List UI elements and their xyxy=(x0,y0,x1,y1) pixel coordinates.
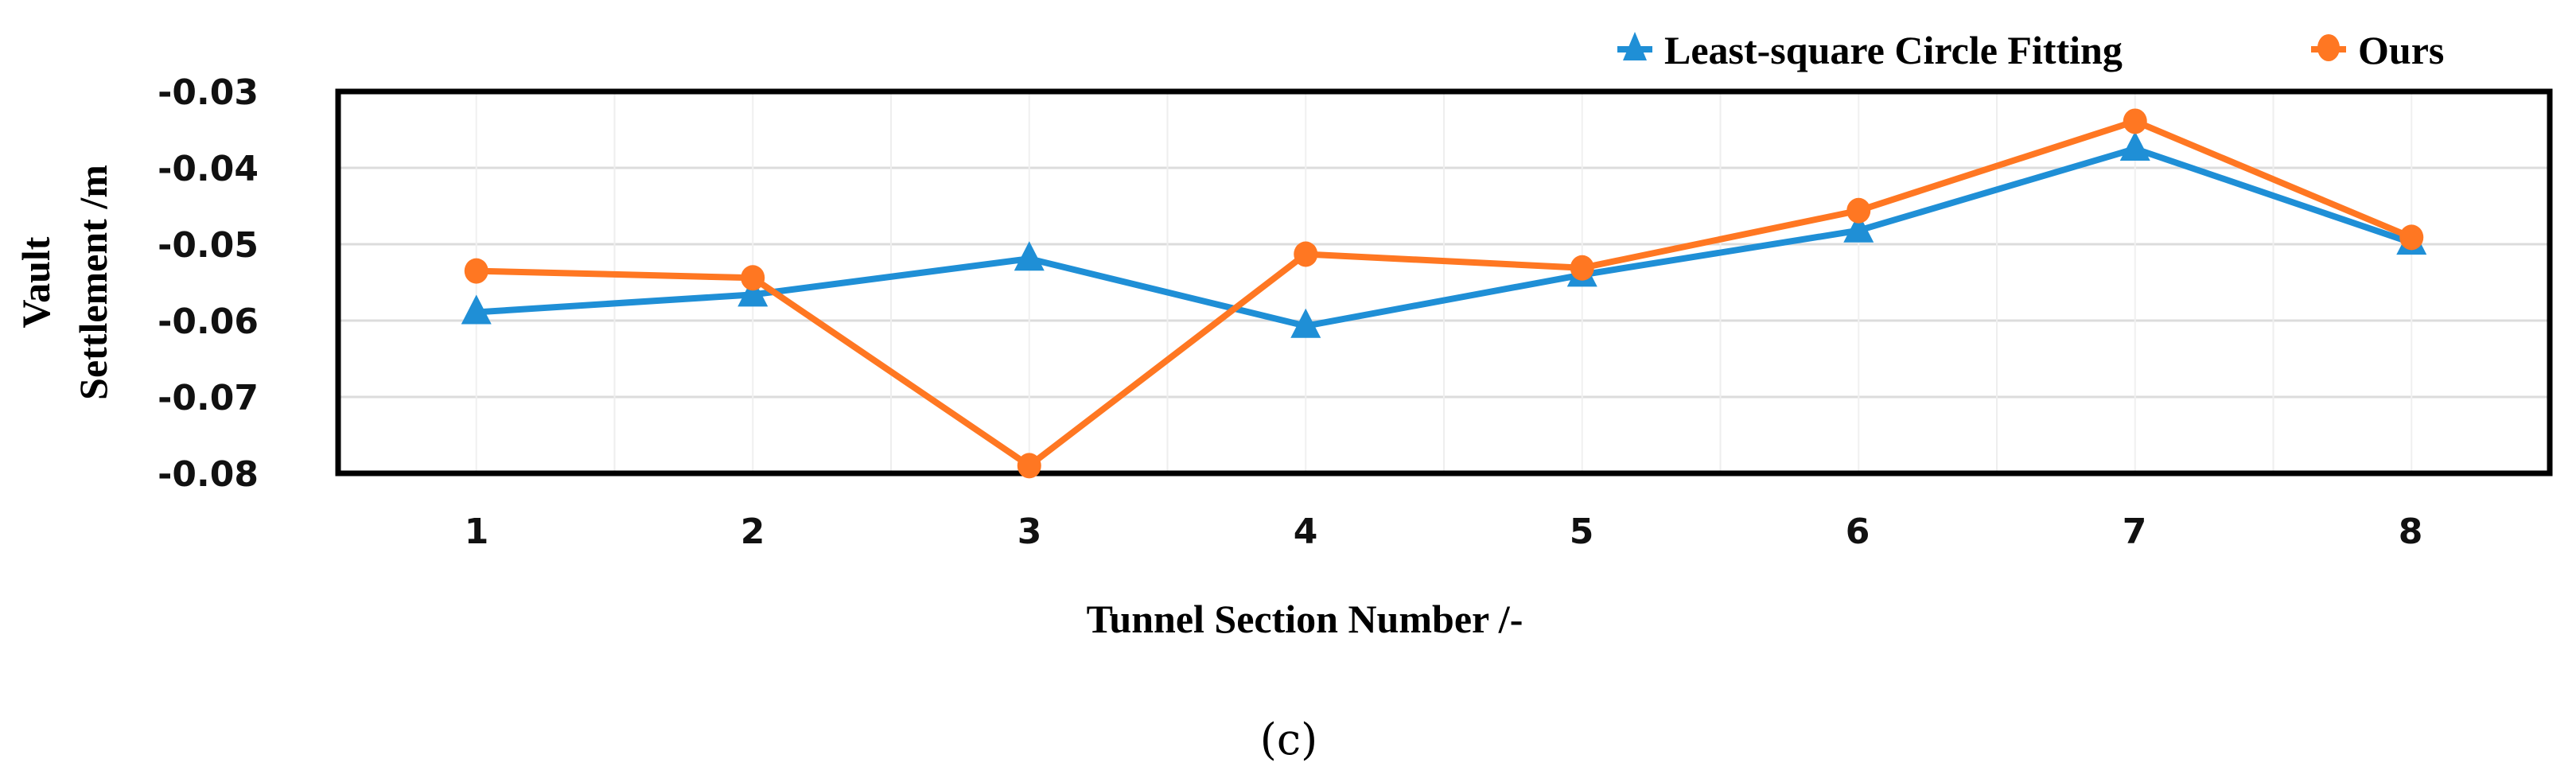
circle-marker-icon xyxy=(2317,34,2340,61)
series-circle xyxy=(464,108,2424,479)
y-tick-label: -0.03 xyxy=(158,72,259,113)
circle-marker-icon xyxy=(2399,224,2424,251)
legend-label: Ours xyxy=(2358,28,2444,72)
triangle-marker-icon xyxy=(1623,32,1647,60)
circle-marker-icon xyxy=(464,258,488,284)
y-tick-label: -0.05 xyxy=(158,225,259,266)
triangle-marker-icon xyxy=(737,277,769,307)
y-axis-title-line2: Settlement /m xyxy=(71,165,115,400)
x-tick-label: 2 xyxy=(741,512,765,552)
y-tick-label: -0.08 xyxy=(158,454,259,495)
triangle-marker-icon xyxy=(1014,241,1045,271)
x-axis-title: Tunnel Section Number /- xyxy=(1087,597,1523,641)
circle-marker-icon xyxy=(741,265,765,291)
series-line xyxy=(476,118,2413,469)
figure-caption: (c) xyxy=(1260,714,1317,764)
y-tick-label: -0.06 xyxy=(158,301,259,342)
x-tick-label: 4 xyxy=(1294,512,1318,552)
y-tick-label: -0.07 xyxy=(158,378,259,418)
x-tick-label: 3 xyxy=(1018,512,1042,552)
legend-item-ours: Ours xyxy=(2311,28,2444,72)
triangle-marker-icon xyxy=(1290,308,1321,338)
triangle-marker-icon xyxy=(2119,131,2150,161)
x-tick-label: 7 xyxy=(2123,512,2147,552)
circle-marker-icon xyxy=(2123,108,2147,134)
series-triangle xyxy=(461,131,2427,338)
legend-label: Least-square Circle Fitting xyxy=(1664,28,2123,72)
y-tick-label: -0.04 xyxy=(158,149,259,189)
plot-frame xyxy=(335,88,2553,477)
series-line xyxy=(476,146,2413,329)
triangle-marker-icon xyxy=(1843,212,1874,243)
x-tick-labels: 1 2 3 4 5 6 7 8 xyxy=(465,512,2423,552)
x-tick-label: 5 xyxy=(1570,512,1594,552)
circle-marker-icon xyxy=(1017,453,1041,479)
grid xyxy=(338,91,2550,473)
legend-item-least-square: Least-square Circle Fitting xyxy=(1617,28,2123,72)
circle-marker-icon xyxy=(1570,255,1594,281)
y-axis-title-line1: Vault xyxy=(14,236,58,328)
circle-marker-icon xyxy=(1846,197,1871,224)
legend: Least-square Circle Fitting Ours xyxy=(1617,28,2444,72)
x-tick-label: 8 xyxy=(2399,512,2423,552)
triangle-marker-icon xyxy=(461,294,492,325)
y-tick-labels: -0.03 -0.04 -0.05 -0.06 -0.07 -0.08 xyxy=(158,72,259,495)
circle-marker-icon xyxy=(1294,241,1318,267)
series-layer xyxy=(461,108,2427,479)
x-tick-label: 6 xyxy=(1846,512,1870,552)
x-tick-label: 1 xyxy=(465,512,489,552)
